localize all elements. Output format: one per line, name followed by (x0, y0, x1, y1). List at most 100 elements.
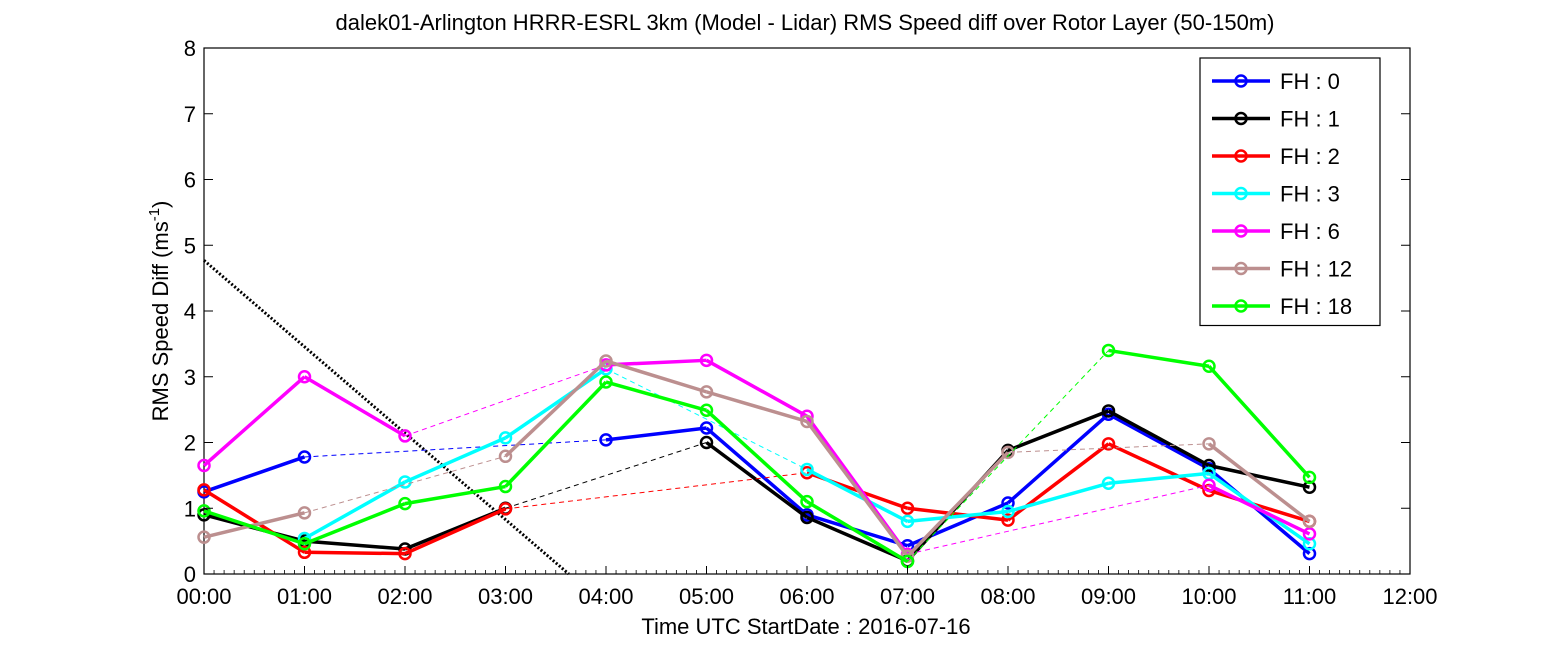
series-segment (1007, 409, 1110, 453)
series-segment (303, 480, 406, 541)
data-point (297, 531, 312, 546)
data-point (1001, 496, 1015, 510)
legend-marker (1234, 261, 1248, 276)
series-segment (1006, 412, 1110, 505)
data-point (800, 494, 814, 509)
legend-marker (1234, 299, 1248, 313)
data-point (498, 431, 513, 445)
y-tick-label: 0 (184, 562, 196, 587)
data-point (398, 429, 412, 443)
data-point (498, 502, 513, 516)
legend-label: FH : 3 (1280, 182, 1340, 207)
x-tick-label: 07:00 (880, 584, 935, 609)
legend-label: FH : 2 (1280, 144, 1340, 169)
data-point (1302, 514, 1317, 529)
data-point (900, 514, 915, 529)
y-axis-label-superscript: -1 (146, 208, 163, 221)
data-point (1202, 458, 1216, 473)
data-point (398, 542, 412, 556)
legend-marker (1234, 149, 1248, 163)
x-tick-label: 04:00 (578, 584, 633, 609)
series-segment (1208, 488, 1311, 524)
series-segment (907, 506, 1009, 522)
series-segment (303, 375, 406, 438)
series-segment (504, 367, 607, 440)
data-point (699, 353, 714, 368)
data-point (699, 403, 714, 418)
y-tick-label: 6 (184, 168, 196, 193)
data-point (297, 545, 312, 560)
legend: FH : 0 FH : 1 FH : 2 FH : 3 FH : 6 FH : 12 FH … (1199, 57, 1381, 327)
series-segment (805, 420, 909, 558)
y-tick-label: 2 (184, 431, 196, 456)
series-segment (203, 509, 306, 546)
legend-label: FH : 0 (1280, 69, 1340, 94)
series-segment (1208, 483, 1311, 536)
series-5 (197, 354, 1317, 563)
data-point (197, 504, 211, 518)
data-point (699, 421, 714, 435)
legend-marker (1234, 111, 1248, 126)
x-tick-label: 06:00 (779, 584, 834, 609)
data-point (800, 414, 814, 429)
trend-line (203, 259, 570, 576)
series-segment (303, 502, 406, 546)
data-point (297, 450, 312, 464)
y-tick-label: 5 (184, 233, 196, 258)
series-segment (1107, 442, 1210, 493)
series-segment (404, 484, 506, 506)
x-tick-label: 12:00 (1382, 584, 1437, 609)
data-point (197, 530, 211, 544)
series-segment (705, 408, 809, 503)
data-point (800, 462, 814, 477)
series-segment (705, 358, 808, 418)
series-segment (203, 488, 306, 554)
series-gap-segment (505, 472, 808, 510)
series-gap-segment (907, 484, 1210, 555)
data-point (1302, 470, 1317, 485)
data-point (1001, 504, 1015, 519)
data-point (1001, 513, 1015, 527)
series-segment (605, 359, 708, 394)
series-segment (404, 436, 507, 484)
series-4 (197, 353, 1317, 562)
series-gap-segment (1007, 443, 1210, 453)
data-point (498, 479, 513, 494)
series-segment (806, 467, 909, 523)
data-point (297, 537, 312, 551)
y-tick-label: 7 (184, 102, 196, 127)
legend-label: FH : 1 (1280, 107, 1340, 132)
y-axis-label: RMS Speed Diff (ms-1) (146, 201, 173, 422)
data-point (699, 435, 714, 450)
data-point (297, 370, 312, 384)
series-segment (907, 509, 1009, 524)
x-tick-label: 10:00 (1181, 584, 1236, 609)
data-point (398, 546, 412, 561)
data-point (197, 458, 211, 473)
data-point (1101, 476, 1116, 491)
x-axis-label: Time UTC StartDate : 2016-07-16 (641, 614, 970, 639)
series-segment (1107, 409, 1210, 468)
series-segment (806, 500, 909, 564)
series-segment (1207, 365, 1311, 479)
y-axis-label-main: RMS Speed Diff (ms (148, 221, 173, 421)
data-point (398, 475, 412, 489)
x-tick-label: 11:00 (1283, 584, 1336, 609)
data-point (197, 508, 211, 522)
data-point (699, 385, 714, 399)
data-point (398, 496, 412, 511)
data-point (1101, 343, 1116, 358)
series-segment (202, 375, 306, 467)
x-tick-label: 01:00 (277, 584, 332, 609)
series-gap-segment (605, 368, 808, 470)
series-gap-segment (304, 455, 506, 514)
legend-marker (1234, 74, 1248, 88)
x-tick-label: 05:00 (679, 584, 734, 609)
y-axis-label-close: ) (148, 201, 173, 208)
series-layer (197, 343, 1317, 569)
series-segment (1007, 481, 1109, 514)
data-point (1101, 404, 1116, 418)
series-segment (605, 426, 707, 442)
legend-marker (1234, 186, 1248, 201)
series-segment (203, 455, 306, 494)
